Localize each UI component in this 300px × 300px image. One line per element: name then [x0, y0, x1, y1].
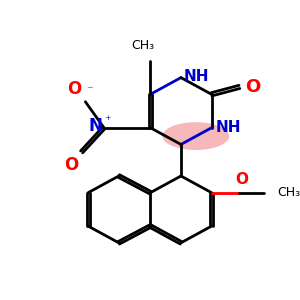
Ellipse shape — [162, 122, 229, 150]
Text: NH: NH — [184, 69, 209, 84]
Text: N: N — [88, 117, 102, 135]
Text: CH₃: CH₃ — [278, 186, 300, 199]
Text: NH: NH — [215, 120, 241, 135]
Text: CH₃: CH₃ — [131, 39, 154, 52]
Text: O: O — [245, 78, 260, 96]
Text: ⁺: ⁺ — [104, 114, 111, 127]
Text: ⁻: ⁻ — [86, 84, 92, 97]
Text: O: O — [64, 156, 78, 174]
Text: O: O — [68, 80, 82, 98]
Text: O: O — [235, 172, 248, 187]
